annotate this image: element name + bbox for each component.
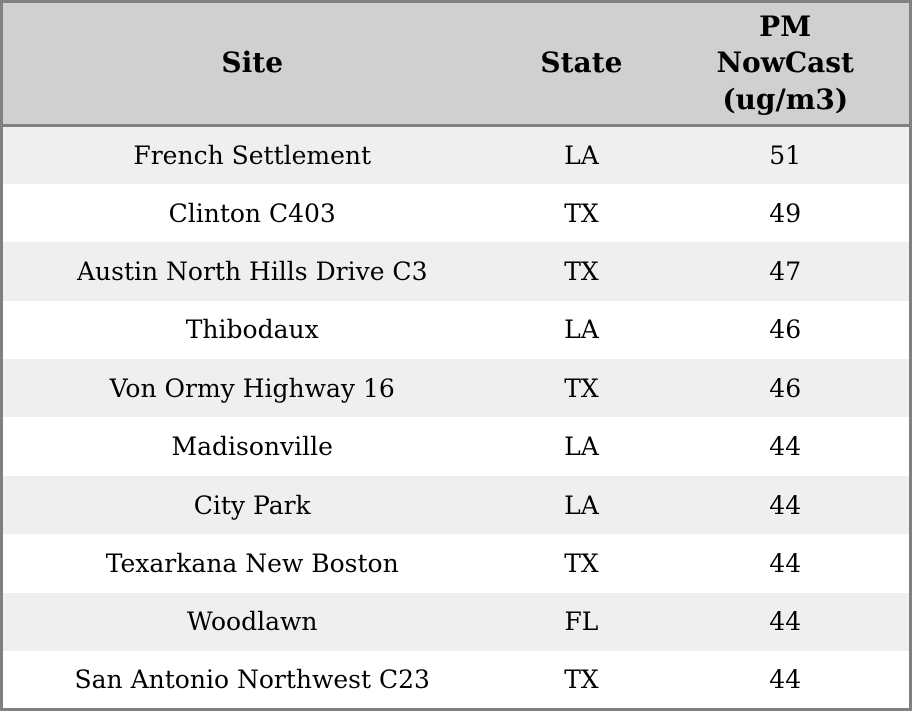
site-cell: City Park [193, 490, 311, 520]
pm-nowcast-cell: 51 [769, 140, 802, 170]
site-cell: Austin North Hills Drive C3 [76, 256, 428, 286]
pm-nowcast-cell: 46 [769, 315, 802, 345]
table-row: Austin North Hills Drive C3 TX 47 [1, 242, 911, 301]
pm-nowcast-cell: 44 [769, 607, 802, 637]
state-cell: TX [564, 373, 599, 403]
state-column-header: State [501, 1, 662, 127]
pm-nowcast-cell: 49 [769, 198, 802, 228]
pm-nowcast-cell: 44 [769, 548, 802, 578]
site-cell: Von Ormy Highway 16 [109, 373, 395, 403]
table-row: Madisonville LA 44 [1, 417, 911, 476]
table-header-row: Site State PM NowCast (ug/m3) [1, 1, 911, 127]
site-cell: Texarkana New Boston [105, 548, 399, 578]
state-cell: LA [564, 432, 599, 462]
table-row: French Settlement LA 51 [1, 125, 911, 184]
table-row: City Park LA 44 [1, 475, 911, 535]
table-row: Von Ormy Highway 16 TX 46 [1, 359, 911, 418]
site-cell: Thibodaux [185, 315, 319, 345]
table-row: Thibodaux LA 46 [1, 300, 911, 360]
state-cell: LA [564, 315, 599, 345]
table-header: Site State PM NowCast (ug/m3) [1, 1, 911, 127]
table-body: French Settlement LA 51 Clinton C403 TX 49 Aus… [1, 125, 911, 710]
site-cell: Clinton C403 [168, 198, 336, 228]
state-cell: FL [564, 607, 599, 637]
state-cell: LA [564, 490, 599, 520]
pm-nowcast-cell: 46 [769, 373, 802, 403]
site-cell: San Antonio Northwest C23 [74, 665, 430, 694]
table-row: Woodlawn FL 44 [1, 592, 911, 652]
site-cell: French Settlement [133, 140, 372, 170]
pm-nowcast-cell: 44 [769, 432, 802, 462]
state-cell: TX [564, 256, 599, 286]
site-column-header: Site [1, 1, 502, 127]
state-cell: TX [564, 548, 599, 578]
table-row: Texarkana New Boston TX 44 [1, 534, 911, 593]
pm-nowcast-cell: 47 [769, 256, 802, 286]
state-cell: TX [564, 665, 599, 694]
table-row: Clinton C403 TX 49 [1, 183, 911, 243]
table-row: San Antonio Northwest C23 TX 44 [1, 651, 911, 710]
state-cell: LA [564, 140, 599, 170]
pm-nowcast-cell: 44 [769, 490, 802, 520]
state-cell: TX [564, 198, 599, 228]
pm-nowcast-column-header: PM NowCast (ug/m3) [661, 1, 911, 127]
site-cell: Madisonville [171, 432, 333, 462]
site-cell: Woodlawn [186, 607, 318, 637]
pm-nowcast-cell: 44 [769, 665, 802, 694]
